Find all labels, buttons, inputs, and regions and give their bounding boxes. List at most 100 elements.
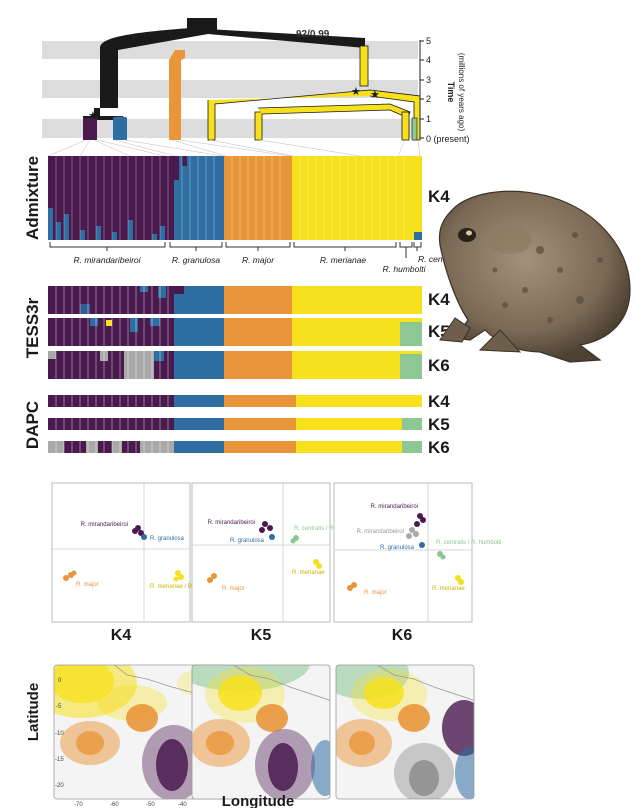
- time-band: [42, 80, 418, 98]
- species-label-merianae: R. merianae: [320, 255, 367, 265]
- time-tick-3: 3: [426, 75, 431, 85]
- admixture-panel-label: Admixture: [23, 156, 42, 240]
- time-ticks: 5 4 3 2 1 0 (present): [420, 36, 470, 144]
- scatter-k6: R. mirandaribeiroi R. mirandaribeiroi R.…: [333, 482, 501, 623]
- scatter-point: [406, 533, 412, 539]
- map-k4-xtick: -50: [146, 802, 155, 808]
- scatter-label: R. mirandaribeiroi: [357, 529, 404, 535]
- map-k4-ytick: -15: [55, 757, 64, 763]
- scatter-point: [132, 528, 138, 534]
- species-label-centralis: R. centralis: [418, 254, 461, 264]
- scatter-point: [262, 521, 268, 527]
- map-k4-ytick: -10: [55, 731, 64, 737]
- map-k4-ytick: -20: [55, 783, 64, 789]
- admixture-k4-label: K4: [428, 187, 450, 206]
- tess-k6-label: K6: [428, 356, 450, 375]
- scatter-point: [259, 527, 265, 533]
- time-band: [42, 119, 418, 138]
- scatter-label: R. mirandaribeiroi: [371, 504, 418, 510]
- map-k4-ytick: 0: [58, 678, 62, 684]
- map-k4-xtick: -60: [110, 802, 119, 808]
- scatter-label: R. granulosa: [230, 538, 265, 544]
- scatter-k5-label: K5: [251, 627, 272, 644]
- map-k6: [335, 664, 475, 800]
- time-axis-sublabel: (millions of years ago): [457, 53, 466, 132]
- map-k4-ytick: -5: [56, 704, 62, 710]
- scatter-point: [178, 574, 184, 580]
- scatter-point: [63, 575, 69, 581]
- map-k4-xtick: -40: [178, 802, 187, 808]
- scatter-label: R. granulosa: [380, 545, 415, 551]
- tip-connectors: [47, 139, 421, 157]
- scatter-point: [141, 534, 147, 540]
- scatter-label: R. major: [222, 586, 245, 592]
- scatter-label: R. major: [76, 582, 99, 588]
- scatter-point: [420, 517, 426, 523]
- scatter-point: [458, 579, 464, 585]
- map-k4-xticks: -70 -60 -50 -40: [74, 802, 187, 808]
- dapc-k5-bars: [48, 418, 422, 430]
- scatter-label: R. mirandaribeiroi: [81, 522, 128, 528]
- dapc-k5-label: K5: [428, 415, 450, 434]
- scatter-k5: R. mirandaribeiroi R. granulosa R. centr…: [191, 482, 359, 623]
- phylogeny-tree: ★ ★ ★ ★ 92/0.99 5 4 3 2 1 0 (present) Ti…: [42, 18, 470, 144]
- map-xlabel: Longitude: [222, 793, 294, 808]
- node-star: ★: [351, 86, 361, 98]
- scatter-label: R. centralis / R. humbolti: [294, 526, 359, 532]
- map-k5: [191, 664, 331, 800]
- scatter-point: [290, 538, 296, 544]
- time-tick-0: 0 (present): [426, 134, 470, 144]
- dapc-k4-bars: [48, 395, 422, 407]
- dapc-k4-label: K4: [428, 392, 450, 411]
- scatter-point: [440, 554, 446, 560]
- scatter-label: R. granulosa: [150, 536, 185, 542]
- species-label-granulosa: R. granulosa: [172, 255, 220, 265]
- tess-panel-label: TESS3r: [23, 297, 42, 358]
- scatter-point: [409, 527, 415, 533]
- time-tick-4: 4: [426, 55, 431, 65]
- dapc-k6-label: K6: [428, 438, 450, 457]
- scatter-point: [71, 570, 77, 576]
- species-label-humbolti: R. humbolti: [383, 264, 427, 274]
- time-tick-2: 2: [426, 94, 431, 104]
- scatter-point: [316, 563, 322, 569]
- scatter-point: [419, 542, 425, 548]
- dapc-panel-label: DAPC: [23, 401, 42, 449]
- tess-k4-bars: [48, 286, 422, 314]
- map-k4-yticks: 0 -5 -10 -15 -20: [55, 678, 64, 789]
- species-label-mirandaribeiroi: R. mirandaribeiroi: [73, 255, 141, 265]
- toad-illustration: [438, 190, 631, 363]
- species-brackets: [49, 242, 422, 258]
- scatter-k6-label: K6: [392, 627, 413, 644]
- scatter-point: [173, 576, 179, 582]
- scatter-point: [413, 531, 419, 537]
- scatter-label: R. merianae: [432, 586, 465, 592]
- scatter-label: R. centralis / R. humbolti: [436, 540, 501, 546]
- admixture-bars: [48, 156, 422, 240]
- node-star: ★: [176, 27, 186, 39]
- scatter-k4: R. mirandaribeiroi R. granulosa R. major…: [51, 482, 253, 623]
- time-axis-label: Time: [446, 82, 456, 103]
- scatter-label: R. merianae: [292, 570, 325, 576]
- support-label: 92/0.99: [296, 29, 330, 40]
- scatter-point: [211, 573, 217, 579]
- tess-k4-label: K4: [428, 290, 450, 309]
- scatter-k4-label: K4: [111, 627, 132, 644]
- bar-separators: [55, 286, 169, 453]
- node-star: ★: [88, 110, 98, 122]
- time-tick-1: 1: [426, 114, 431, 124]
- map-k4-xtick: -70: [74, 802, 83, 808]
- scatter-point: [351, 582, 357, 588]
- map-ylabel: Latitude: [25, 683, 42, 741]
- tess-k5-bars: [48, 318, 422, 346]
- scatter-point: [207, 577, 213, 583]
- species-label-major: R. major: [242, 255, 275, 265]
- time-tick-5: 5: [426, 36, 431, 46]
- scatter-label: R. mirandaribeiroi: [208, 520, 255, 526]
- scatter-point: [414, 521, 420, 527]
- scatter-point: [269, 534, 275, 540]
- scatter-label: R. major: [364, 590, 387, 596]
- scatter-point: [267, 525, 273, 531]
- node-star: ★: [370, 89, 380, 101]
